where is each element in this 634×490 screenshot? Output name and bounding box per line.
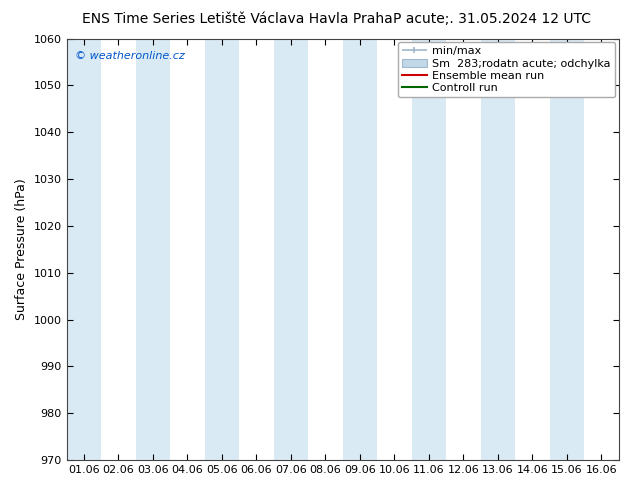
Bar bbox=[136, 39, 170, 460]
Bar bbox=[481, 39, 515, 460]
Bar bbox=[411, 39, 446, 460]
Bar bbox=[550, 39, 584, 460]
Legend: min/max, Sm  283;rodatn acute; odchylka, Ensemble mean run, Controll run: min/max, Sm 283;rodatn acute; odchylka, … bbox=[398, 42, 615, 98]
Text: P acute;. 31.05.2024 12 UTC: P acute;. 31.05.2024 12 UTC bbox=[393, 12, 591, 26]
Bar bbox=[342, 39, 377, 460]
Y-axis label: Surface Pressure (hPa): Surface Pressure (hPa) bbox=[15, 178, 28, 320]
Text: © weatheronline.cz: © weatheronline.cz bbox=[75, 51, 184, 61]
Bar bbox=[205, 39, 239, 460]
Bar bbox=[67, 39, 101, 460]
Text: ENS Time Series Letiště Václava Havla Praha: ENS Time Series Letiště Václava Havla Pr… bbox=[82, 12, 393, 26]
Bar bbox=[273, 39, 308, 460]
